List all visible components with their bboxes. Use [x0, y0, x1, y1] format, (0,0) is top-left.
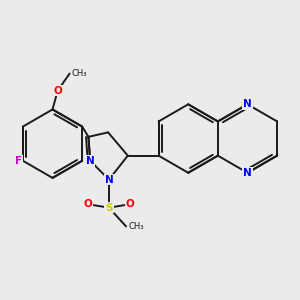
Text: CH₃: CH₃ [72, 69, 87, 78]
Text: N: N [243, 99, 252, 109]
Text: O: O [53, 85, 62, 96]
Text: N: N [105, 175, 113, 184]
Text: O: O [83, 199, 92, 209]
Text: CH₃: CH₃ [128, 222, 144, 231]
Text: N: N [86, 156, 94, 166]
Text: S: S [105, 202, 113, 213]
Text: N: N [243, 168, 252, 178]
Text: F: F [15, 156, 22, 166]
Text: O: O [126, 199, 135, 209]
